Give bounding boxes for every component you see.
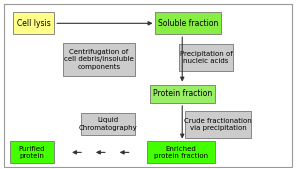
Text: Liquid
Chromatography: Liquid Chromatography — [78, 117, 137, 131]
Text: Soluble fraction: Soluble fraction — [158, 19, 218, 28]
FancyBboxPatch shape — [10, 141, 54, 163]
FancyBboxPatch shape — [63, 43, 135, 76]
Text: Crude fractionation
via precipitation: Crude fractionation via precipitation — [184, 118, 252, 131]
Text: Precipitation of
nucleic acids: Precipitation of nucleic acids — [180, 51, 232, 64]
FancyBboxPatch shape — [185, 111, 251, 138]
FancyBboxPatch shape — [147, 141, 215, 163]
FancyBboxPatch shape — [179, 44, 233, 71]
FancyBboxPatch shape — [150, 84, 215, 103]
FancyBboxPatch shape — [81, 113, 135, 135]
Text: Purified
protein: Purified protein — [19, 146, 45, 159]
Text: Cell lysis: Cell lysis — [16, 19, 50, 28]
Text: Enriched
protein fraction: Enriched protein fraction — [154, 146, 208, 159]
Text: Protein fraction: Protein fraction — [152, 89, 212, 98]
FancyBboxPatch shape — [13, 13, 54, 34]
FancyBboxPatch shape — [155, 13, 221, 34]
Text: Centrifugation of
cell debris/insoluble
components: Centrifugation of cell debris/insoluble … — [64, 49, 134, 70]
